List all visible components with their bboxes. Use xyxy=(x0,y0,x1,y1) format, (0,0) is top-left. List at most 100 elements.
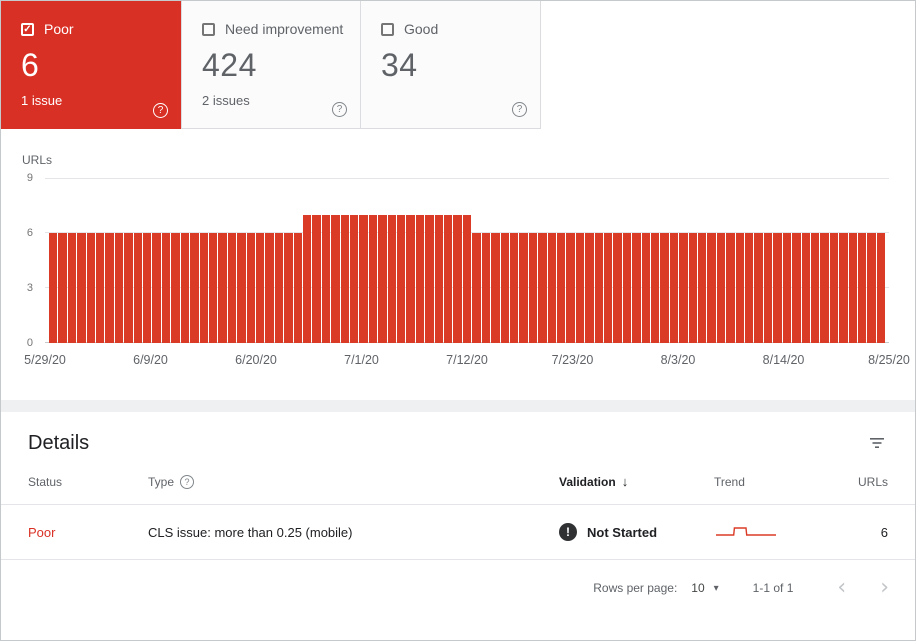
chart-bar[interactable] xyxy=(350,214,359,343)
chart-bar[interactable] xyxy=(293,233,302,343)
chart-bar[interactable] xyxy=(566,233,575,343)
chart-bar[interactable] xyxy=(538,233,547,343)
chart-bar[interactable] xyxy=(124,233,133,343)
chart-bar[interactable] xyxy=(782,233,792,343)
chart-bar[interactable] xyxy=(340,214,349,343)
chart-bar[interactable] xyxy=(255,233,265,343)
col-validation[interactable]: Validation ↓ xyxy=(559,474,714,489)
chart-bar[interactable] xyxy=(434,214,444,343)
help-icon[interactable]: ? xyxy=(512,102,527,117)
chart-bar[interactable] xyxy=(368,214,378,343)
chart-bar[interactable] xyxy=(274,233,284,343)
chart-bar[interactable] xyxy=(105,233,114,343)
chart-bar[interactable] xyxy=(679,233,688,343)
chart-bar[interactable] xyxy=(660,233,669,343)
chart-bar[interactable] xyxy=(773,233,782,343)
chart-bar[interactable] xyxy=(218,233,227,343)
chart-bar[interactable] xyxy=(622,233,632,343)
chart-bar[interactable] xyxy=(406,214,415,343)
chart-bar[interactable] xyxy=(49,233,58,343)
chart-bar[interactable] xyxy=(208,233,218,343)
chart-bar[interactable] xyxy=(462,214,472,343)
chart-bar[interactable] xyxy=(77,233,86,343)
chart-bar[interactable] xyxy=(321,214,331,343)
chart-bar[interactable] xyxy=(481,233,491,343)
chart-bar[interactable] xyxy=(763,233,773,343)
help-icon[interactable]: ? xyxy=(332,102,347,117)
chart-bar[interactable] xyxy=(810,233,820,343)
chart-bar[interactable] xyxy=(491,233,500,343)
chart-bar[interactable] xyxy=(133,233,143,343)
chart-bar[interactable] xyxy=(754,233,763,343)
chart-bar[interactable] xyxy=(528,233,538,343)
chart-bar[interactable] xyxy=(58,233,67,343)
chart-bar[interactable] xyxy=(152,233,161,343)
chart-bar[interactable] xyxy=(284,233,293,343)
chart-bar[interactable] xyxy=(698,233,707,343)
chart-bar[interactable] xyxy=(415,214,425,343)
chart-bar[interactable] xyxy=(716,233,726,343)
chart-bar[interactable] xyxy=(857,233,867,343)
chart-bar[interactable] xyxy=(585,233,594,343)
row-status[interactable]: Poor xyxy=(28,524,56,540)
chart-bar[interactable] xyxy=(397,214,406,343)
chart-bar[interactable] xyxy=(575,233,585,343)
chart-bar[interactable] xyxy=(378,214,387,343)
chart-bar[interactable] xyxy=(632,233,641,343)
tab-need-improvement[interactable]: Need improvement 424 2 issues ? xyxy=(181,1,361,129)
chart-bar[interactable] xyxy=(848,233,857,343)
chart-bar[interactable] xyxy=(180,233,190,343)
chart-bar[interactable] xyxy=(67,233,77,343)
poor-checkbox-checked-icon[interactable]: ✓ xyxy=(21,22,34,36)
chart-bar[interactable] xyxy=(547,233,556,343)
chart-bar[interactable] xyxy=(161,233,171,343)
chart-bar[interactable] xyxy=(265,233,274,343)
chart-bar[interactable] xyxy=(453,214,462,343)
chart-bar[interactable] xyxy=(500,233,509,343)
chart-bar[interactable] xyxy=(745,233,754,343)
chart-bar[interactable] xyxy=(312,214,321,343)
chart-bar[interactable] xyxy=(735,233,745,343)
chart-bar[interactable] xyxy=(302,214,312,343)
chart-bar[interactable] xyxy=(509,233,519,343)
chart-bar[interactable] xyxy=(726,233,735,343)
row-issue-type[interactable]: CLS issue: more than 0.25 (mobile) xyxy=(148,524,353,540)
chart-bar[interactable] xyxy=(171,233,180,343)
tab-good[interactable]: Good 34 ? xyxy=(361,1,541,129)
help-icon[interactable]: ? xyxy=(153,103,168,118)
chart-bar[interactable] xyxy=(246,233,255,343)
table-row[interactable]: Poor CLS issue: more than 0.25 (mobile) … xyxy=(1,505,915,560)
chart-bar[interactable] xyxy=(688,233,698,343)
chart-bar[interactable] xyxy=(190,233,199,343)
tab-poor[interactable]: ✓ Poor 6 1 issue ? xyxy=(1,1,181,129)
chart-bar[interactable] xyxy=(707,233,716,343)
chart-bar[interactable] xyxy=(387,214,397,343)
chart-bar[interactable] xyxy=(199,233,208,343)
chart-bar[interactable] xyxy=(820,233,829,343)
chart-bar[interactable] xyxy=(556,233,566,343)
need-improvement-checkbox-icon[interactable] xyxy=(202,22,215,36)
chart-bar[interactable] xyxy=(359,214,368,343)
chart-bar[interactable] xyxy=(143,233,152,343)
chart-bar[interactable] xyxy=(472,233,481,343)
chart-bar[interactable] xyxy=(829,233,839,343)
chart-bar[interactable] xyxy=(96,233,105,343)
chart-bar[interactable] xyxy=(651,233,660,343)
chart-bar[interactable] xyxy=(425,214,434,343)
chart-bar[interactable] xyxy=(114,233,124,343)
chart-bar[interactable] xyxy=(519,233,528,343)
chart-bar[interactable] xyxy=(594,233,603,343)
chart-bar[interactable] xyxy=(641,233,650,343)
chart-bar[interactable] xyxy=(603,233,613,343)
chart-bar[interactable] xyxy=(237,233,246,343)
rows-per-page-select[interactable]: 10 ▾ xyxy=(691,581,718,595)
chart-bar[interactable] xyxy=(613,233,622,343)
chart-bar[interactable] xyxy=(839,233,848,343)
chart-bar[interactable] xyxy=(792,233,801,343)
filter-icon[interactable] xyxy=(865,431,889,455)
chart-bar[interactable] xyxy=(331,214,340,343)
chart-bar[interactable] xyxy=(801,233,810,343)
chart-bar[interactable] xyxy=(86,233,96,343)
chart-bar[interactable] xyxy=(876,233,886,343)
next-page-icon[interactable]: › xyxy=(876,577,893,599)
